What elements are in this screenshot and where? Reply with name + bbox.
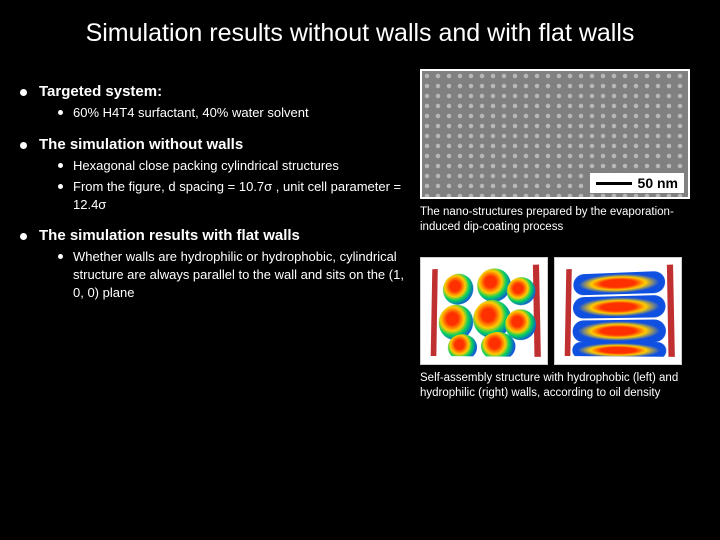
- left-column: Targeted system: 60% H4T4 surfactant, 40…: [20, 69, 420, 401]
- density-cylinder: [573, 295, 666, 319]
- list-item: From the figure, d spacing = 10.7σ , uni…: [58, 178, 410, 213]
- item-text: Hexagonal close packing cylindrical stru…: [73, 157, 339, 175]
- scale-bar-label: 50 nm: [590, 173, 684, 193]
- sim-hydrophilic: [554, 257, 682, 365]
- wall-left: [431, 269, 438, 356]
- right-column: 50 nm The nano-structures prepared by th…: [420, 69, 700, 401]
- heading-text: The simulation results with flat walls: [39, 227, 300, 244]
- bullet-dot-icon: [20, 89, 27, 96]
- scale-bar-icon: [596, 182, 632, 185]
- bullet-dot-icon: [58, 163, 63, 168]
- density-blob: [481, 332, 516, 357]
- density-cylinder: [573, 271, 665, 296]
- bullet-dot-icon: [20, 142, 27, 149]
- sim-hydrophobic: [420, 257, 548, 365]
- slide-title: Simulation results without walls and wit…: [0, 0, 720, 59]
- section-heading: Targeted system:: [20, 83, 410, 100]
- simulation-figures: [420, 257, 700, 365]
- content-area: Targeted system: 60% H4T4 surfactant, 40…: [0, 59, 720, 401]
- heading-text: The simulation without walls: [39, 136, 243, 153]
- sem-micrograph: 50 nm: [420, 69, 690, 199]
- item-text: Whether walls are hydrophilic or hydroph…: [73, 248, 410, 301]
- density-blob: [507, 277, 536, 306]
- list-item: Hexagonal close packing cylindrical stru…: [58, 157, 410, 175]
- sem-caption: The nano-structures prepared by the evap…: [420, 205, 700, 235]
- wall-right: [667, 265, 675, 357]
- list-item: Whether walls are hydrophilic or hydroph…: [58, 248, 410, 301]
- density-blob: [443, 273, 474, 305]
- wall-right: [533, 265, 541, 357]
- section-heading: The simulation results with flat walls: [20, 227, 410, 244]
- density-blob: [448, 334, 477, 357]
- item-text: From the figure, d spacing = 10.7σ , uni…: [73, 178, 410, 213]
- bullet-dot-icon: [58, 254, 63, 259]
- density-cylinder: [572, 342, 666, 357]
- bullet-dot-icon: [58, 184, 63, 189]
- bullet-dot-icon: [58, 110, 63, 115]
- list-item: 60% H4T4 surfactant, 40% water solvent: [58, 104, 410, 122]
- density-blob: [477, 268, 511, 303]
- wall-left: [565, 269, 572, 356]
- heading-text: Targeted system:: [39, 83, 162, 100]
- section-heading: The simulation without walls: [20, 136, 410, 153]
- scale-text: 50 nm: [638, 175, 678, 191]
- sim-caption: Self-assembly structure with hydrophobic…: [420, 371, 700, 401]
- bullet-dot-icon: [20, 233, 27, 240]
- item-text: 60% H4T4 surfactant, 40% water solvent: [73, 104, 309, 122]
- density-cylinder: [572, 319, 666, 342]
